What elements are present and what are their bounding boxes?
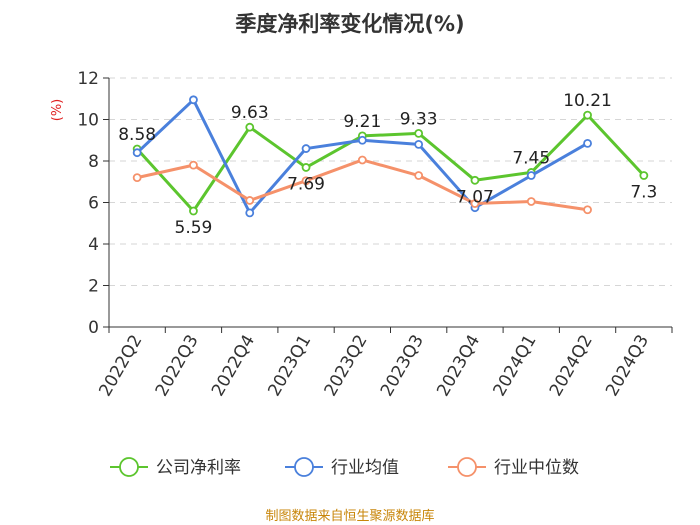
y-tick-label: 0 — [88, 318, 99, 338]
data-point — [414, 129, 424, 138]
x-tick-label: 2024Q1 — [490, 332, 541, 400]
legend: 公司净利率 行业均值 行业中位数 — [110, 457, 579, 478]
x-tick-label: 2023Q1 — [264, 332, 315, 400]
data-point — [639, 171, 649, 180]
legend-item[interactable]: 行业中位数 — [448, 457, 579, 478]
data-point — [301, 176, 311, 186]
x-tick-label: 2024Q3 — [602, 332, 653, 400]
x-tick-label: 2022Q2 — [95, 332, 146, 400]
data-labels: 8.58 5.59 9.63 7.69 9.21 9.33 7.07 7.45 10.21 7.3 — [118, 91, 657, 238]
data-point — [470, 175, 480, 185]
data-point — [414, 139, 424, 149]
data-point — [526, 171, 536, 180]
y-tick-label: 8 — [88, 152, 99, 172]
data-label: 7.45 — [512, 148, 550, 168]
data-label: 8.58 — [118, 125, 156, 145]
y-tick-label: 2 — [88, 277, 99, 297]
x-tick-label: 2022Q4 — [208, 332, 259, 400]
data-label: 7.07 — [456, 187, 494, 207]
legend-label: 行业中位数 — [494, 458, 579, 478]
data-label: 10.21 — [563, 91, 612, 111]
data-point — [189, 95, 198, 105]
legend-item[interactable]: 公司净利率 — [110, 457, 241, 478]
y-tick-label: 4 — [88, 235, 99, 255]
data-point — [189, 206, 198, 216]
legend-label: 行业均值 — [331, 458, 399, 478]
data-point — [357, 155, 367, 165]
x-tick-label: 2024Q2 — [546, 332, 597, 400]
data-point — [245, 208, 255, 218]
data-point — [470, 199, 480, 208]
data-point — [245, 196, 255, 205]
y-tick-label: 12 — [77, 69, 99, 89]
x-tick-label: 2023Q3 — [377, 332, 428, 400]
data-point — [414, 171, 424, 180]
series-line — [136, 113, 645, 213]
y-axis-unit: (%) — [50, 99, 65, 122]
data-label: 9.63 — [231, 103, 269, 123]
legend-label: 公司净利率 — [156, 458, 241, 478]
data-point — [301, 144, 311, 153]
x-tick-label: 2023Q4 — [433, 332, 484, 400]
data-point — [132, 173, 142, 183]
data-point — [583, 138, 592, 148]
data-point — [132, 148, 142, 158]
data-point — [526, 197, 536, 206]
x-tick-label: 2022Q3 — [152, 332, 203, 400]
data-point — [245, 122, 255, 132]
data-point — [189, 160, 198, 170]
legend-marker — [457, 457, 477, 477]
x-tick-label: 2023Q2 — [321, 332, 372, 400]
source-note: 制图数据来自恒生聚源数据库 — [265, 508, 434, 524]
y-tick-label: 10 — [77, 111, 99, 131]
data-label: 5.59 — [175, 218, 213, 238]
data-point — [583, 205, 592, 215]
data-point — [301, 163, 311, 172]
legend-item[interactable]: 行业均值 — [285, 457, 399, 478]
legend-marker — [294, 457, 314, 477]
data-point — [583, 110, 592, 120]
data-label: 7.69 — [287, 174, 325, 194]
data-label: 9.33 — [400, 109, 438, 129]
series-3 — [132, 155, 592, 215]
y-tick-label: 6 — [88, 194, 99, 214]
data-label: 7.3 — [630, 183, 657, 203]
data-label: 9.21 — [343, 112, 381, 132]
series-1 — [132, 110, 649, 216]
data-point — [357, 135, 367, 145]
chart-title: 季度净利率变化情况(%) — [235, 12, 464, 36]
legend-marker — [119, 457, 139, 477]
series-group — [132, 95, 649, 218]
